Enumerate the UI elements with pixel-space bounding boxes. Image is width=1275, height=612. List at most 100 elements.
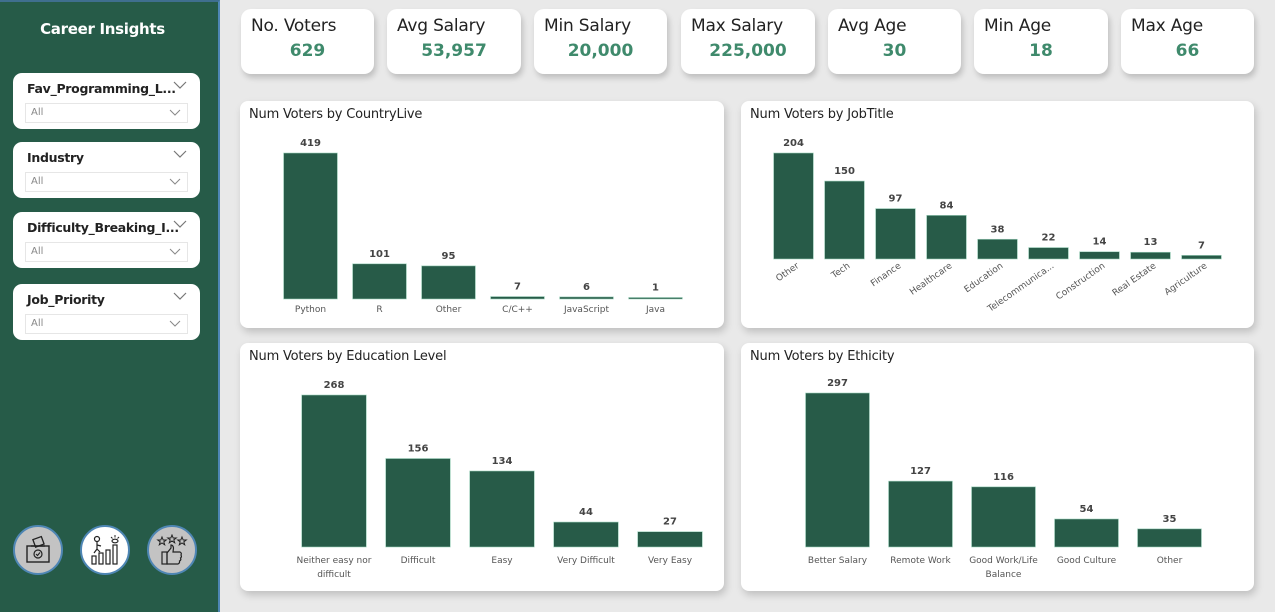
bar-very-difficult[interactable] bbox=[553, 521, 619, 548]
bar-javascript[interactable] bbox=[559, 296, 614, 300]
bar-chart-country-live[interactable]: 419 Python 101 R 95 Other 7 C/C++ 6 JavaScript 1 Ja… bbox=[240, 101, 724, 328]
slicer-industry[interactable]: Industry All bbox=[13, 142, 200, 198]
chart-title: Num Voters by CountryLive bbox=[249, 107, 423, 122]
bar-healthcare[interactable] bbox=[926, 215, 967, 260]
bar-other[interactable] bbox=[1137, 528, 1202, 548]
slicer-dropdown[interactable]: All bbox=[25, 172, 188, 192]
chevron-down-icon bbox=[169, 320, 181, 327]
chevron-down-icon bbox=[169, 109, 181, 116]
nav-button-ratings[interactable] bbox=[147, 525, 197, 575]
bar-better-salary[interactable] bbox=[805, 392, 870, 548]
bar-other[interactable] bbox=[773, 152, 814, 260]
bar-java[interactable] bbox=[628, 297, 683, 300]
slicer-job-priority[interactable]: Job_Priority All bbox=[13, 284, 200, 340]
kpi-value: 30 bbox=[882, 41, 907, 61]
kpi-value: 629 bbox=[289, 41, 326, 61]
bar-education[interactable] bbox=[977, 238, 1018, 260]
data-label: 95 bbox=[442, 251, 456, 262]
x-axis-label: Tech bbox=[829, 261, 852, 281]
rating-thumbs-up-icon bbox=[156, 534, 188, 565]
bar-remote-work[interactable] bbox=[888, 480, 953, 548]
x-axis-label: Remote Work bbox=[890, 556, 951, 566]
x-axis-label: Other bbox=[775, 261, 802, 284]
chart-card-ethnicity[interactable]: Num Voters by Ethicity 297 Better Salary 1… bbox=[741, 343, 1254, 591]
ballot-box-icon bbox=[26, 535, 50, 563]
bar-telecommunica-[interactable] bbox=[1028, 247, 1069, 260]
chart-title: Num Voters by Education Level bbox=[249, 349, 447, 364]
chevron-down-icon bbox=[169, 248, 181, 255]
data-label: 14 bbox=[1093, 237, 1107, 248]
data-label: 127 bbox=[910, 466, 931, 477]
data-label: 84 bbox=[940, 200, 954, 211]
kpi-label: Avg Age bbox=[838, 16, 907, 36]
data-label: 54 bbox=[1080, 504, 1094, 515]
kpi-card-avg-age: Avg Age 30 bbox=[828, 9, 961, 74]
x-axis-label: Education bbox=[963, 261, 1005, 295]
bar-neither-easy-nor-difficult[interactable] bbox=[301, 394, 367, 548]
data-label: 7 bbox=[1198, 240, 1205, 251]
kpi-card-min-salary: Min Salary 20,000 bbox=[534, 9, 667, 74]
bar-good-culture[interactable] bbox=[1054, 518, 1119, 548]
chevron-down-icon[interactable] bbox=[173, 79, 187, 91]
bar-easy[interactable] bbox=[469, 470, 535, 548]
slicer-dropdown[interactable]: All bbox=[25, 103, 188, 123]
slicer-dropdown[interactable]: All bbox=[25, 314, 188, 334]
data-label: 156 bbox=[408, 444, 429, 455]
bar-c-c-[interactable] bbox=[490, 296, 545, 300]
kpi-label: Max Age bbox=[1131, 16, 1204, 36]
x-axis-label: R bbox=[376, 305, 382, 315]
bar-chart-education-level[interactable]: 268 Neither easy nor difficult 156 Difficult… bbox=[240, 343, 724, 591]
bar-real-estate[interactable] bbox=[1130, 251, 1171, 260]
bar-python[interactable] bbox=[283, 152, 338, 300]
kpi-value: 66 bbox=[1175, 41, 1200, 61]
chart-title: Num Voters by JobTitle bbox=[750, 107, 894, 122]
chart-card-education-level[interactable]: Num Voters by Education Level 268 Neither… bbox=[240, 343, 724, 591]
slicer-value: All bbox=[31, 107, 44, 118]
data-label: 38 bbox=[991, 224, 1005, 235]
slicer-label: Fav_Programming_L... bbox=[27, 81, 176, 96]
bar-difficult[interactable] bbox=[385, 458, 451, 548]
data-label: 13 bbox=[1144, 237, 1158, 248]
data-label: 6 bbox=[583, 282, 590, 293]
bar-other[interactable] bbox=[421, 265, 476, 300]
chevron-down-icon bbox=[169, 178, 181, 185]
x-axis-label: Real Estate bbox=[1111, 261, 1159, 299]
chart-card-country-live[interactable]: Num Voters by CountryLive 419 Python 101 R 9… bbox=[240, 101, 724, 328]
slicer-label: Job_Priority bbox=[27, 292, 105, 307]
slicer-value: All bbox=[31, 246, 44, 257]
kpi-card-no-voters: No. Voters 629 bbox=[241, 9, 374, 74]
bar-finance[interactable] bbox=[875, 208, 916, 260]
slicer-value: All bbox=[31, 318, 44, 329]
data-label: 419 bbox=[300, 138, 321, 149]
x-axis-label: Easy bbox=[491, 556, 513, 566]
slicer-label: Difficulty_Breaking_I... bbox=[27, 220, 179, 235]
bar-chart-ethnicity[interactable]: 297 Better Salary 127 Remote Work 116 Good Wo… bbox=[741, 343, 1254, 591]
chevron-down-icon[interactable] bbox=[173, 290, 187, 302]
x-axis-label: Better Salary bbox=[808, 556, 868, 566]
kpi-value: 53,957 bbox=[421, 41, 487, 61]
x-axis-label: Other bbox=[1157, 556, 1183, 566]
chevron-down-icon[interactable] bbox=[173, 218, 187, 230]
bar-chart-job-title[interactable]: 204 Other 150 Tech 97 Finance 84 Healthcare 38 Ed… bbox=[741, 101, 1254, 328]
bar-good-work-life-balance[interactable] bbox=[971, 486, 1036, 548]
kpi-value: 18 bbox=[1029, 41, 1053, 61]
bar-tech[interactable] bbox=[824, 180, 865, 260]
slicer-fav-programming-language[interactable]: Fav_Programming_L... All bbox=[13, 73, 200, 129]
data-label: 1 bbox=[652, 283, 659, 294]
data-label: 22 bbox=[1042, 233, 1056, 244]
kpi-label: No. Voters bbox=[251, 16, 337, 36]
slicer-difficulty-breaking-in[interactable]: Difficulty_Breaking_I... All bbox=[13, 212, 200, 268]
slicer-dropdown[interactable]: All bbox=[25, 242, 188, 262]
bar-agriculture[interactable] bbox=[1181, 255, 1222, 260]
nav-button-career[interactable] bbox=[80, 525, 130, 575]
chevron-down-icon[interactable] bbox=[173, 148, 187, 160]
nav-button-voting[interactable] bbox=[13, 525, 63, 575]
slicer-label: Industry bbox=[27, 150, 84, 165]
data-label: 35 bbox=[1163, 514, 1177, 525]
report-title: Career Insights bbox=[40, 20, 165, 38]
bar-r[interactable] bbox=[352, 263, 407, 300]
chart-card-job-title[interactable]: Num Voters by JobTitle 204 Other 150 Tech 97… bbox=[741, 101, 1254, 328]
bar-construction[interactable] bbox=[1079, 251, 1120, 260]
x-axis-label: Very Difficult bbox=[557, 556, 615, 566]
bar-very-easy[interactable] bbox=[637, 531, 703, 548]
